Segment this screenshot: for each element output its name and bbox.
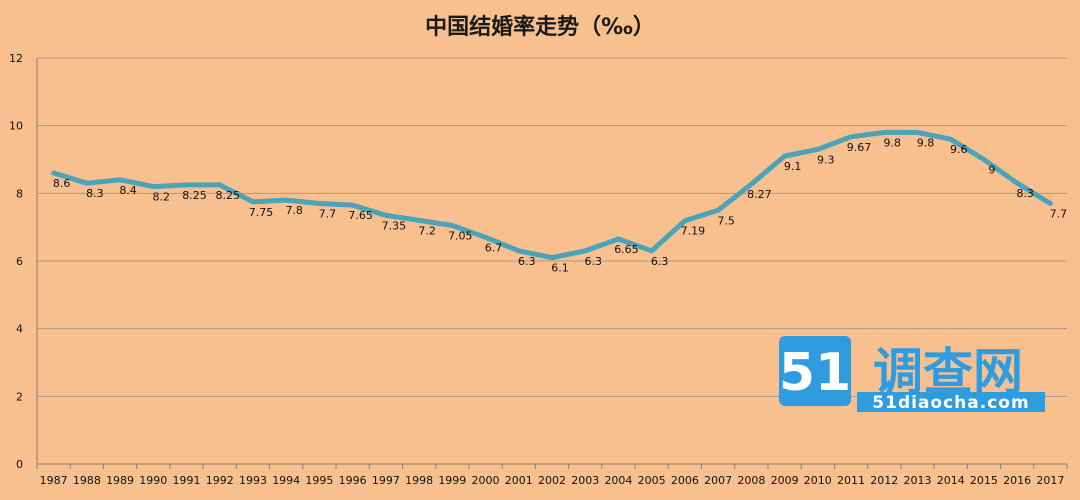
watermark-url-bar: [857, 392, 1045, 412]
data-label: 9.6: [950, 143, 968, 156]
x-tick-label: 2012: [870, 474, 898, 487]
data-label: 8.3: [1016, 187, 1034, 200]
data-label: 7.75: [249, 206, 274, 219]
data-label: 7.2: [418, 224, 436, 237]
x-tick-label: 1996: [339, 474, 367, 487]
x-tick-label: 1994: [272, 474, 300, 487]
data-label: 8.2: [153, 191, 171, 204]
data-label: 8.27: [747, 188, 772, 201]
y-tick-label: 12: [9, 52, 23, 65]
watermark-51-box: [779, 336, 851, 406]
x-tick-label: 1992: [206, 474, 234, 487]
x-tick-label: 1989: [106, 474, 134, 487]
data-label: 6.7: [485, 241, 503, 254]
x-tick-label: 2003: [571, 474, 599, 487]
watermark-logo: 51 调查网 51diaocha.com: [779, 336, 1045, 413]
series-layer: [51, 129, 1053, 261]
y-tick-label: 6: [16, 255, 23, 268]
x-tick-label: 2013: [903, 474, 931, 487]
y-tick-label: 0: [16, 458, 23, 471]
data-label: 6.65: [614, 243, 639, 256]
data-label: 8.4: [119, 184, 137, 197]
y-tick-labels: 0 2 4 6 8 10 12: [9, 52, 23, 471]
x-tick-label: 1990: [139, 474, 167, 487]
data-label: 6.3: [584, 255, 602, 268]
x-tick-label: 2009: [771, 474, 799, 487]
x-tick-label: 2005: [638, 474, 666, 487]
axes: [36, 58, 1068, 469]
x-tick-label: 2010: [804, 474, 832, 487]
watermark-url: 51diaocha.com: [872, 393, 1029, 413]
data-label: 7.35: [382, 219, 407, 232]
x-tick-label: 1997: [372, 474, 400, 487]
data-labels: 8.6 8.3 8.4 8.2 8.25 8.25 7.75 7.8 7.7 7.65 7.35 7.…: [53, 136, 1067, 274]
x-tick-label: 2014: [937, 474, 965, 487]
x-tick-labels: 1987 1988 1989 1990 1991 1992 1993 1994 1995 1996…: [40, 474, 1065, 487]
x-tick-label: 1998: [405, 474, 433, 487]
x-tick-label: 2015: [970, 474, 998, 487]
data-label: 7.19: [681, 225, 706, 238]
x-tick-label: 1995: [305, 474, 333, 487]
x-tick-label: 2016: [1003, 474, 1031, 487]
y-tick-label: 2: [16, 390, 23, 403]
chart-title: 中国结婚率走势（‰）: [425, 14, 655, 40]
data-label: 8.25: [215, 189, 240, 202]
x-tick-label: 1999: [438, 474, 466, 487]
x-tick-label: 2004: [604, 474, 632, 487]
y-tick-label: 8: [16, 187, 23, 200]
x-tick-label: 2007: [704, 474, 732, 487]
data-label: 9.1: [784, 160, 802, 173]
x-tick-label: 2011: [837, 474, 865, 487]
data-label: 9.8: [917, 136, 935, 149]
data-label: 8.3: [86, 187, 104, 200]
x-tick-label: 1987: [40, 474, 68, 487]
data-label: 6.3: [518, 255, 536, 268]
data-label: 9.3: [817, 153, 835, 166]
data-label: 6.3: [651, 255, 669, 268]
y-tick-label: 4: [16, 323, 23, 336]
y-tick-label: 10: [9, 120, 23, 133]
x-tick-label: 2017: [1036, 474, 1064, 487]
watermark-name: 调查网: [873, 343, 1023, 401]
x-tick-label: 1993: [239, 474, 267, 487]
data-label: 8.25: [182, 189, 207, 202]
x-tick-label: 1991: [173, 474, 201, 487]
watermark-number: 51: [779, 343, 851, 403]
data-label: 9.8: [884, 136, 902, 149]
data-label: 6.1: [551, 262, 569, 275]
x-tick-label: 2008: [737, 474, 765, 487]
data-label: 7.5: [717, 214, 735, 227]
x-tick-label: 2006: [671, 474, 699, 487]
data-label: 7.7: [1050, 207, 1068, 220]
data-label: 9.67: [847, 141, 872, 154]
data-label: 7.65: [348, 209, 373, 222]
data-label: 7.05: [448, 229, 473, 242]
data-label: 7.8: [285, 204, 303, 217]
x-tick-label: 2001: [505, 474, 533, 487]
data-label: 7.7: [319, 207, 337, 220]
x-tick-label: 2000: [472, 474, 500, 487]
x-tick-label: 2002: [538, 474, 566, 487]
data-label: 8.6: [53, 177, 71, 190]
data-label: 9: [988, 164, 995, 177]
x-tick-label: 1988: [73, 474, 101, 487]
